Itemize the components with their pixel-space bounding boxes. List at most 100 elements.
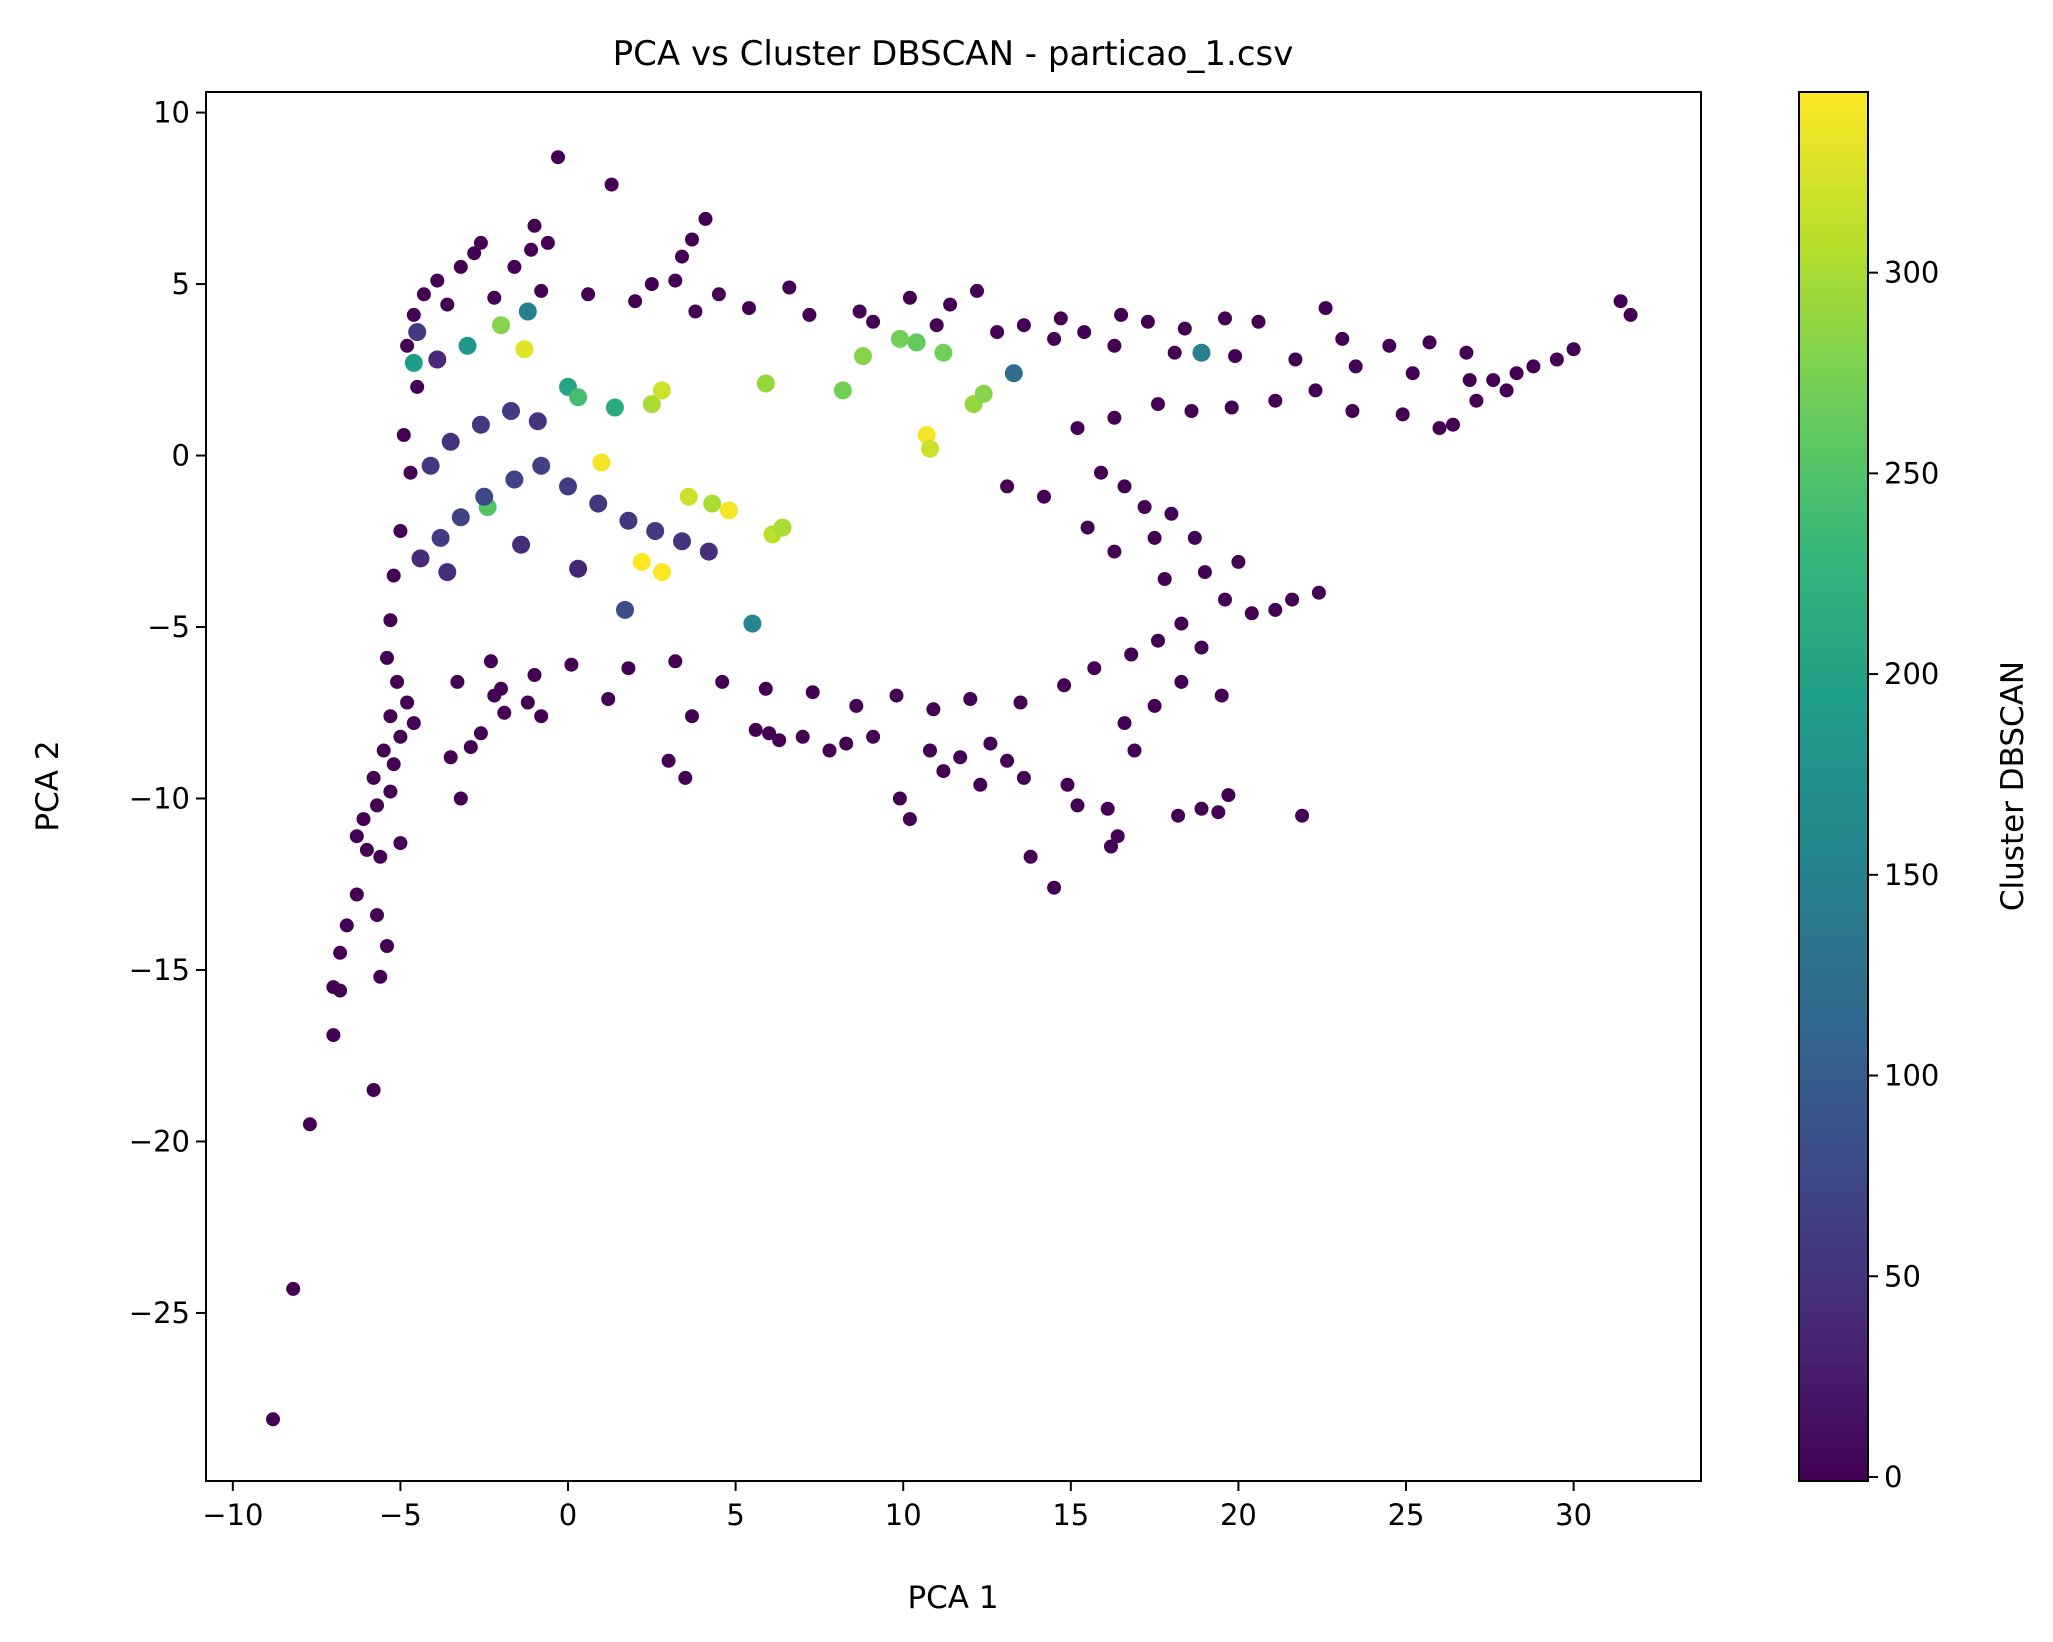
scatter-point — [416, 287, 431, 302]
scatter-point — [1308, 383, 1323, 398]
scatter-point — [1127, 743, 1142, 758]
scatter-point — [1197, 565, 1212, 580]
scatter-point — [675, 249, 689, 264]
colorbar-tick-label: 300 — [1884, 256, 1939, 290]
scatter-point — [1228, 349, 1243, 364]
scatter-point — [1214, 688, 1229, 703]
scatter-point — [974, 384, 993, 403]
y-tick-label: 0 — [172, 439, 190, 473]
scatter-point — [698, 211, 713, 226]
x-tick-label: 15 — [1052, 1498, 1089, 1532]
scatter-point — [756, 374, 775, 393]
scatter-point — [1509, 366, 1524, 381]
scatter-point — [527, 668, 542, 682]
scatter-point — [1080, 520, 1095, 535]
scatter-point — [406, 716, 421, 731]
scatter-point — [1110, 829, 1125, 844]
scatter-point — [383, 709, 398, 724]
scatter-point — [601, 692, 616, 706]
scatter-point — [953, 750, 968, 765]
scatter-point — [326, 1028, 341, 1043]
scatter-point — [921, 439, 939, 458]
y-tick-label: −5 — [147, 610, 190, 644]
scatter-point — [1244, 606, 1259, 621]
x-tick-label: 10 — [885, 1498, 922, 1532]
scatter-point — [564, 657, 579, 672]
scatter-point — [569, 559, 588, 578]
scatter-point — [1184, 404, 1199, 418]
x-axis: −10 −5 0 5 10 15 20 25 30 — [202, 1481, 1592, 1532]
scatter-point — [943, 297, 958, 312]
scatter-point — [1114, 307, 1129, 322]
scatter-point — [642, 395, 661, 414]
scatter-point — [833, 381, 852, 400]
scatter-point — [393, 836, 408, 851]
scatter-point — [515, 340, 534, 359]
scatter-point — [1107, 410, 1122, 425]
scatter-point — [1140, 314, 1155, 329]
scatter-point — [866, 314, 881, 329]
scatter-point — [430, 273, 445, 288]
scatter-point — [383, 613, 398, 628]
scatter-point — [1147, 698, 1162, 713]
scatter-point — [802, 307, 817, 322]
scatter-point — [1057, 678, 1072, 693]
scatter-point — [604, 177, 619, 192]
scatter-point — [428, 350, 447, 369]
scatter-point — [917, 426, 936, 444]
scatter-point — [458, 336, 477, 355]
scatter-point — [1016, 770, 1031, 785]
scatter-point — [1094, 465, 1108, 480]
scatter-point — [356, 812, 371, 827]
scatter-point — [1526, 359, 1541, 374]
scatter-point — [349, 829, 364, 844]
scatter-point — [1231, 554, 1246, 569]
scatter-point — [370, 798, 384, 813]
scatter-point — [1318, 301, 1333, 316]
x-tick-label: 20 — [1220, 1498, 1257, 1532]
colorbar-tick-label: 100 — [1884, 1059, 1939, 1093]
x-tick-label: 0 — [559, 1498, 577, 1532]
scatter-point — [758, 681, 773, 696]
scatter-point — [1311, 585, 1326, 600]
scatter-point — [1345, 404, 1360, 418]
scatter-point — [839, 736, 854, 751]
colorbar-tick-label: 200 — [1884, 657, 1939, 691]
scatter-point — [632, 552, 651, 571]
scatter-point — [528, 412, 547, 431]
points-layer — [266, 150, 1638, 1427]
scatter-point — [890, 329, 909, 348]
scatter-point — [902, 290, 917, 305]
scatter-point — [1268, 393, 1283, 408]
scatter-point — [1174, 616, 1189, 631]
scatter-point — [524, 242, 539, 257]
scatter-point — [929, 318, 944, 333]
scatter-point — [1218, 311, 1232, 326]
scatter-point — [359, 842, 374, 857]
scatter-point — [926, 702, 941, 717]
scatter-point — [822, 743, 837, 758]
scatter-point — [302, 1117, 317, 1132]
scatter-point — [936, 764, 951, 779]
scatter-point — [443, 750, 458, 765]
scatter-point — [1151, 633, 1165, 648]
y-tick-label: 5 — [172, 267, 190, 301]
scatter-point — [772, 733, 787, 748]
scatter-point — [266, 1412, 280, 1427]
scatter-point — [699, 542, 718, 561]
scatter-point — [404, 353, 423, 372]
scatter-point — [502, 402, 520, 420]
scatter-point — [1446, 417, 1460, 432]
scatter-point — [1000, 479, 1015, 494]
x-tick-label: −5 — [379, 1498, 422, 1532]
scatter-point — [507, 259, 522, 274]
x-tick-label: 25 — [1388, 1498, 1425, 1532]
scatter-point — [380, 939, 394, 953]
scatter-point — [628, 294, 643, 309]
scatter-point — [527, 218, 542, 233]
scatter-point — [1285, 592, 1300, 607]
scatter-point — [492, 316, 510, 335]
scatter-point — [742, 301, 756, 316]
scatter-point — [1348, 359, 1363, 374]
scatter-point — [473, 726, 488, 741]
